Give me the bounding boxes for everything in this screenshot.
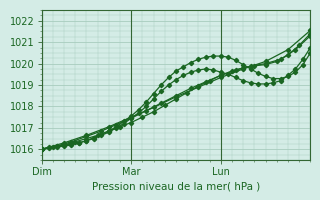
X-axis label: Pression niveau de la mer( hPa ): Pression niveau de la mer( hPa ) (92, 181, 260, 191)
